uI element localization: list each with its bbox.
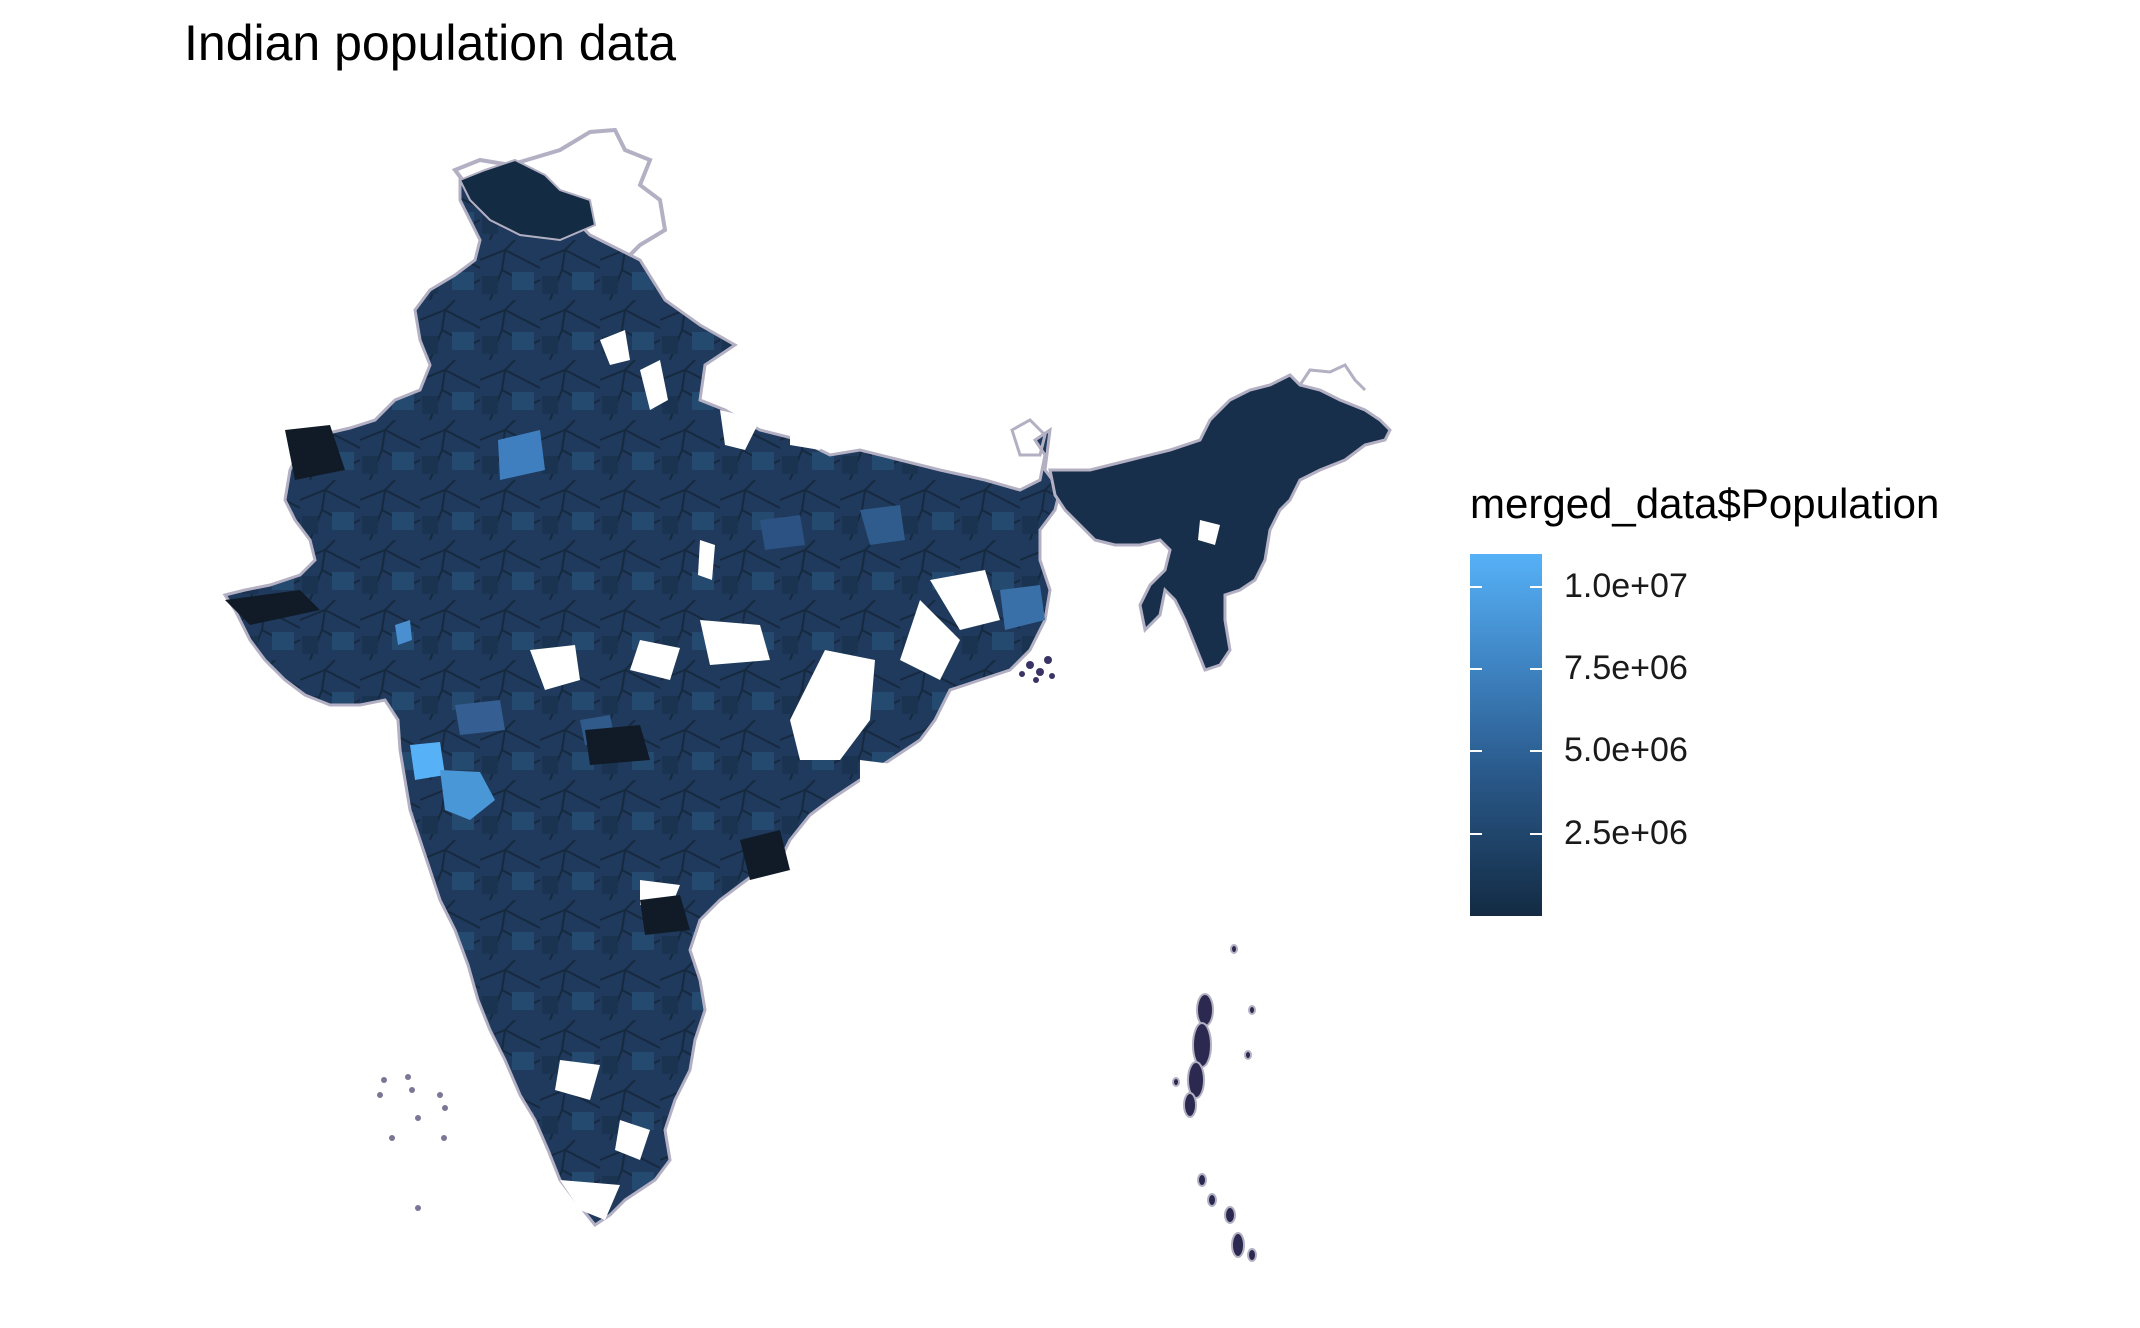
lakshadweep-islands <box>377 1074 448 1211</box>
northeast-india <box>1048 373 1392 672</box>
legend-colorbar <box>1470 554 1542 916</box>
andaman-nicobar-islands <box>1172 944 1257 1262</box>
legend-tick-label: 7.5e+06 <box>1564 649 1688 688</box>
jammu-kashmir-districts <box>458 158 597 242</box>
legend-tick-label: 5.0e+06 <box>1564 731 1688 770</box>
legend-tick-label: 2.5e+06 <box>1564 813 1688 852</box>
sundarbans-dots <box>1019 656 1055 683</box>
high-population-districts <box>395 430 1045 820</box>
mainland-india <box>222 177 1062 1228</box>
legend-tick-label: 1.0e+07 <box>1564 566 1688 605</box>
ne-border-top <box>1298 363 1367 392</box>
chart-title: Indian population data <box>184 15 677 71</box>
color-legend: merged_data$Population 1.0e+07 7.5e+06 5.0… <box>1470 480 2030 940</box>
legend-title: merged_data$Population <box>1470 480 1940 527</box>
missing-data-regions <box>530 330 1000 1220</box>
low-population-districts <box>225 425 790 935</box>
northeast-gap <box>1198 520 1220 545</box>
sikkim-border <box>1010 418 1047 457</box>
